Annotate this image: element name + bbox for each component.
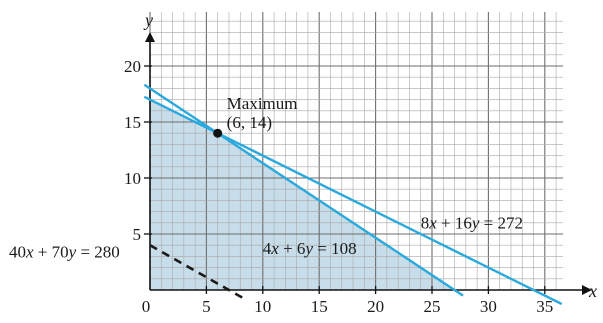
x-tick-label: 10 bbox=[254, 297, 271, 316]
x-tick-label: 15 bbox=[311, 297, 328, 316]
equation-label-1: 8x + 16y = 272 bbox=[421, 213, 523, 232]
y-tick-label: 15 bbox=[124, 113, 141, 132]
axes-layer: x y bbox=[143, 10, 597, 301]
series-line-2 bbox=[143, 83, 464, 297]
feasible-region bbox=[150, 99, 455, 290]
x-tick-label: 0 bbox=[142, 297, 151, 316]
feasible-region-layer bbox=[150, 99, 455, 290]
tick-labels-layer: 0 5 10 15 20 25 30 35 5 10 15 20 bbox=[124, 57, 553, 316]
annotations-layer: 8x + 16y = 272 4x + 6y = 108 40x + 70y = 2… bbox=[9, 213, 523, 261]
maximum-coordinates-label: (6, 14) bbox=[227, 113, 272, 132]
x-axis-arrow bbox=[582, 285, 592, 295]
y-axis-label: y bbox=[143, 10, 153, 30]
x-tick-label: 30 bbox=[480, 297, 497, 316]
series-line-3 bbox=[149, 244, 244, 299]
maximum-label: Maximum bbox=[227, 94, 298, 113]
x-axis-label: x bbox=[588, 281, 597, 301]
points-layer: Maximum(6, 14) bbox=[213, 94, 298, 138]
x-tick-label: 35 bbox=[536, 297, 553, 316]
x-tick-label: 25 bbox=[424, 297, 441, 316]
equation-label-2: 4x + 6y = 108 bbox=[263, 239, 357, 258]
y-tick-label: 5 bbox=[133, 225, 142, 244]
equation-label-3: 40x + 70y = 280 bbox=[9, 243, 120, 262]
y-axis-arrow bbox=[145, 32, 155, 42]
x-tick-label: 5 bbox=[202, 297, 211, 316]
x-tick-label: 20 bbox=[367, 297, 384, 316]
y-tick-label: 20 bbox=[124, 57, 141, 76]
y-tick-label: 10 bbox=[124, 169, 141, 188]
maximum-point-marker bbox=[213, 128, 223, 138]
